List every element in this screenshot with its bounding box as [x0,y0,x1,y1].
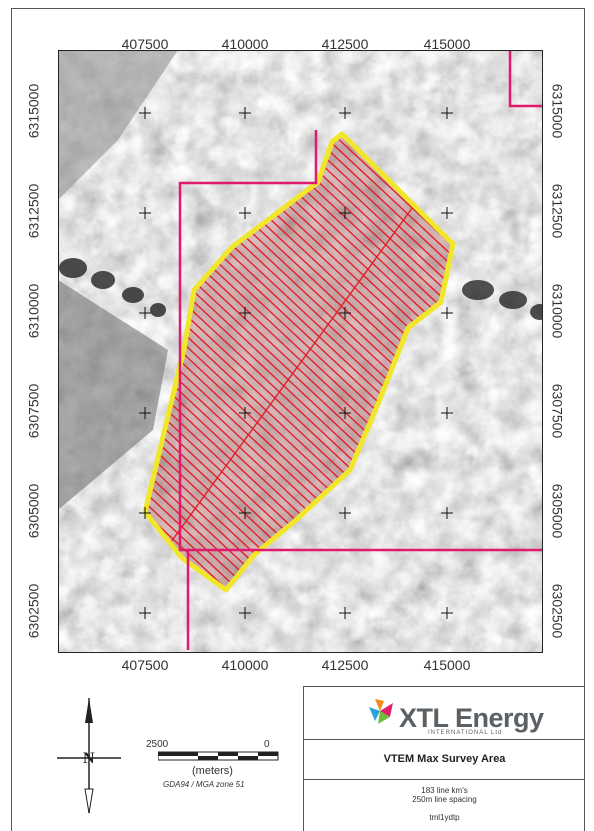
grid-cross [239,407,251,419]
dark-plain-lower [58,280,168,510]
grid-cross [441,307,453,319]
north-arrow-icon: N [57,698,121,814]
flight-line [145,134,453,590]
x-tick-top: 410000 [221,36,269,52]
flight-line [145,134,453,590]
y-tick-right: 6305000 [549,483,566,539]
grid-cross [139,307,151,319]
flight-line [145,134,327,590]
north-letter: N [83,750,95,767]
grid-cross [239,607,251,619]
grid-cross [139,407,151,419]
scale-left-value: 2500 [146,739,169,750]
flight-line [145,134,453,590]
flight-line [145,134,305,590]
grid-cross [139,207,151,219]
grid-cross [339,407,351,419]
flight-line [145,134,453,590]
flight-line [145,134,453,590]
x-tick-bottom: 415000 [423,657,471,673]
page-frame [11,8,585,831]
y-tick-left: 6310000 [25,283,42,339]
scale-units: (meters) [192,765,233,777]
flight-line [242,134,453,590]
flight-line [145,134,360,590]
flight-line [145,134,393,590]
grid-cross [239,307,251,319]
line-km-text: 183 line km's [421,786,468,795]
grid-cross [139,607,151,619]
grid-crosses [139,107,453,619]
y-tick-left: 6315000 [25,83,42,139]
flight-line [145,134,453,590]
survey-area-outline [142,131,456,593]
flight-line [145,134,371,590]
grid-cross [139,107,151,119]
grid-cross [239,107,251,119]
dyke-trend-right [462,280,543,320]
flight-line [145,134,294,590]
datum-label: GDA94 / MGA zone 51 [163,780,245,789]
y-tick-left: 6305000 [25,483,42,539]
x-tick-top: 415000 [423,36,471,52]
company-subtitle: INTERNATIONAL Ltd [428,730,503,736]
y-tick-left: 6302500 [25,583,42,639]
tenement-boundary-ne [508,50,543,108]
grid-cross [441,407,453,419]
y-tick-right: 6307500 [549,383,566,439]
y-tick-right: 6312500 [549,183,566,239]
x-tick-top: 412500 [321,36,369,52]
scale-bar [158,751,279,761]
grid-cross [339,607,351,619]
grid-cross [339,507,351,519]
y-tick-right: 6310000 [549,283,566,339]
reference-code: tml1ydtp [429,813,460,822]
line-spacing-text: 250m line spacing [412,795,477,804]
grid-cross [339,307,351,319]
flight-line [145,134,453,590]
tenement-boundary [178,130,318,650]
dark-plain [58,50,178,200]
grid-cross [339,207,351,219]
flight-line [145,134,316,590]
flight-line [145,134,349,590]
y-tick-left: 6312500 [25,183,42,239]
y-tick-right: 6315000 [549,83,566,139]
grid-cross [239,507,251,519]
company-name: XTL Energy [399,703,544,733]
x-tick-bottom: 412500 [321,657,369,673]
flight-line [145,134,382,590]
grid-cross [441,507,453,519]
grid-cross [139,507,151,519]
map-panel [58,50,543,653]
grid-cross [239,207,251,219]
xtl-logo-icon [369,699,393,724]
flight-line [145,134,283,590]
x-tick-bottom: 410000 [221,657,269,673]
flight-line [145,134,453,590]
grid-cross [339,107,351,119]
y-tick-right: 6302500 [549,583,566,639]
grid-cross [441,207,453,219]
flight-line [145,134,338,590]
logo-row: XTL Energy INTERNATIONAL Ltd [304,687,585,740]
flight-line [145,134,261,590]
scale-right-value: 0 [264,739,270,750]
grid-cross [441,107,453,119]
flight-line [145,134,453,590]
x-tick-top: 407500 [121,36,169,52]
grid-cross [441,607,453,619]
x-tick-bottom: 407500 [121,657,169,673]
dyke-trend [59,258,166,317]
y-tick-left: 6307500 [25,383,42,439]
flight-line [145,134,272,590]
title-block: XTL Energy INTERNATIONAL Ltd VTEM Max Su… [303,686,585,831]
map-title: VTEM Max Survey Area [304,739,585,780]
